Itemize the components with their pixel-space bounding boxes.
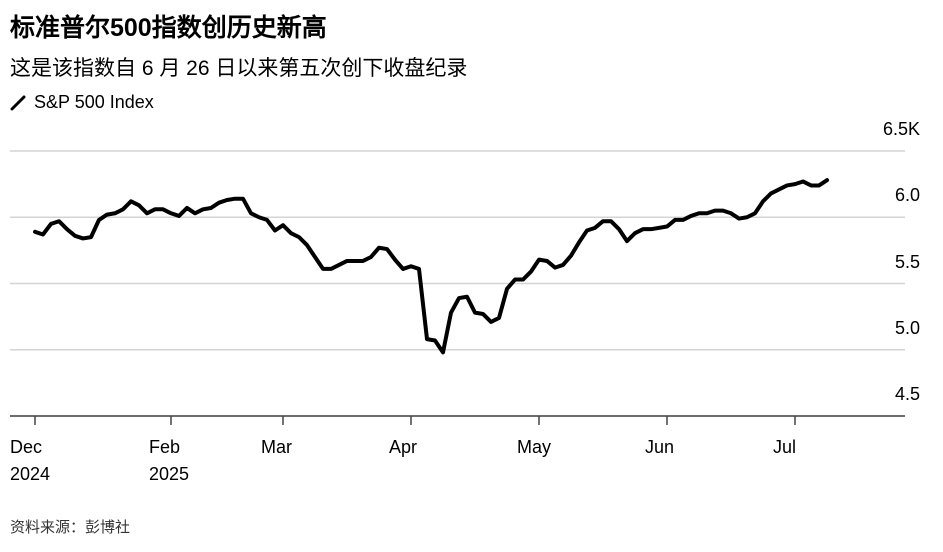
x-tick-label: Jun — [645, 437, 675, 457]
y-tick-label: 5.0 — [894, 317, 920, 338]
x-tick-label: Jul — [773, 437, 797, 457]
x-tick-label: Mar — [261, 437, 292, 457]
source-note: 资料来源：彭博社 — [10, 519, 131, 536]
x-tick-label: Apr — [389, 437, 418, 457]
legend-swatch — [10, 95, 26, 110]
x-tick-label: Feb 2025 — [149, 437, 190, 484]
y-tick-label: 4.5 — [894, 384, 920, 404]
legend-line — [10, 95, 26, 110]
legend: S&P 500 Index — [10, 92, 154, 113]
chart-subtitle: 这是该指数自 6 月 26 日以来第五次创下收盘纪录 — [10, 57, 468, 80]
x-tick-label: May — [517, 437, 552, 457]
y-tick-label: 5.5 — [894, 251, 920, 272]
series-line — [33, 178, 829, 355]
legend-label: S&P 500 Index — [34, 92, 154, 112]
x-tick-label: Dec 2024 — [10, 437, 51, 484]
chart-title: 标准普尔500指数创历史新高 — [10, 14, 327, 42]
y-tick-label: 6.5K — [882, 119, 920, 139]
y-tick-label: 6.0 — [894, 185, 920, 206]
